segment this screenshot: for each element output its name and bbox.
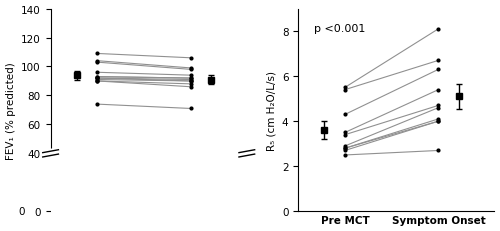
Bar — [50, 152, 256, 213]
Text: p <0.001: p <0.001 — [314, 24, 366, 33]
Y-axis label: R₅ (cm H₂O/L/s): R₅ (cm H₂O/L/s) — [266, 71, 276, 150]
Text: 0: 0 — [18, 206, 25, 216]
Y-axis label: FEV₁ (% predicted): FEV₁ (% predicted) — [6, 62, 16, 159]
